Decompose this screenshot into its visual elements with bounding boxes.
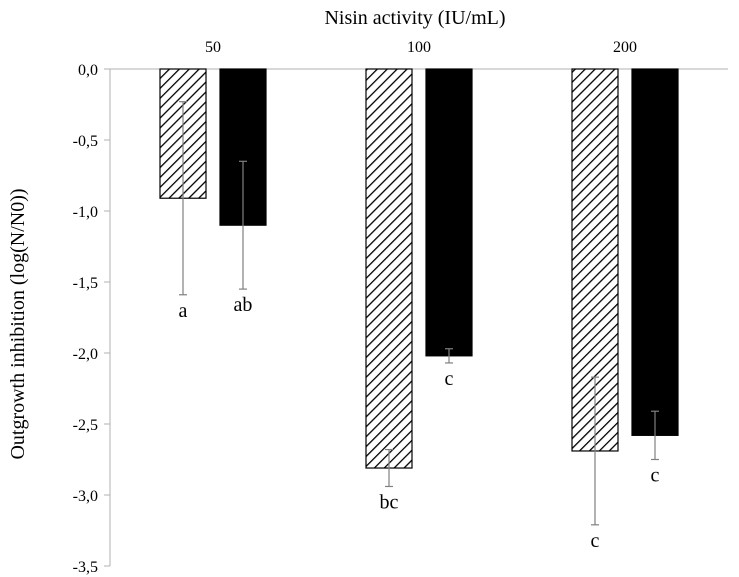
y-tick-label: -3,5 [73,559,98,576]
x-tick-label: 100 [407,39,431,56]
significance-label: a [179,300,188,322]
error-bars [179,101,659,526]
x-axis-title: Nisin activity (IU/mL) [324,7,505,29]
x-tick-label: 50 [205,39,221,56]
significance-label: bc [380,491,399,513]
bars [159,68,679,469]
y-tick-label: -1,0 [73,204,98,221]
y-tick-label: -3,0 [73,488,98,505]
y-axis-title: Outgrowth inhibition (log(N/N0)) [7,188,29,459]
significance-label: c [591,530,600,552]
y-tick-label: -2,5 [73,417,98,434]
x-tick-label: 200 [613,39,637,56]
y-tick-label: 0,0 [78,62,98,79]
y-tick-label: -1,5 [73,275,98,292]
significance-label: c [651,465,660,487]
significance-label: ab [234,294,253,316]
axes [104,68,728,567]
y-tick-label: -0,5 [73,133,98,150]
solid-bar [425,68,473,357]
solid-bar [631,68,679,436]
tick-labels: 0,0 -0,5 -1,0 -1,5 -2,0 -2,5 -3,0 -3,5 50 100 200 [73,39,637,576]
significance-label: c [445,368,454,390]
hatched-bar [365,68,413,469]
y-tick-label: -2,0 [73,346,98,363]
